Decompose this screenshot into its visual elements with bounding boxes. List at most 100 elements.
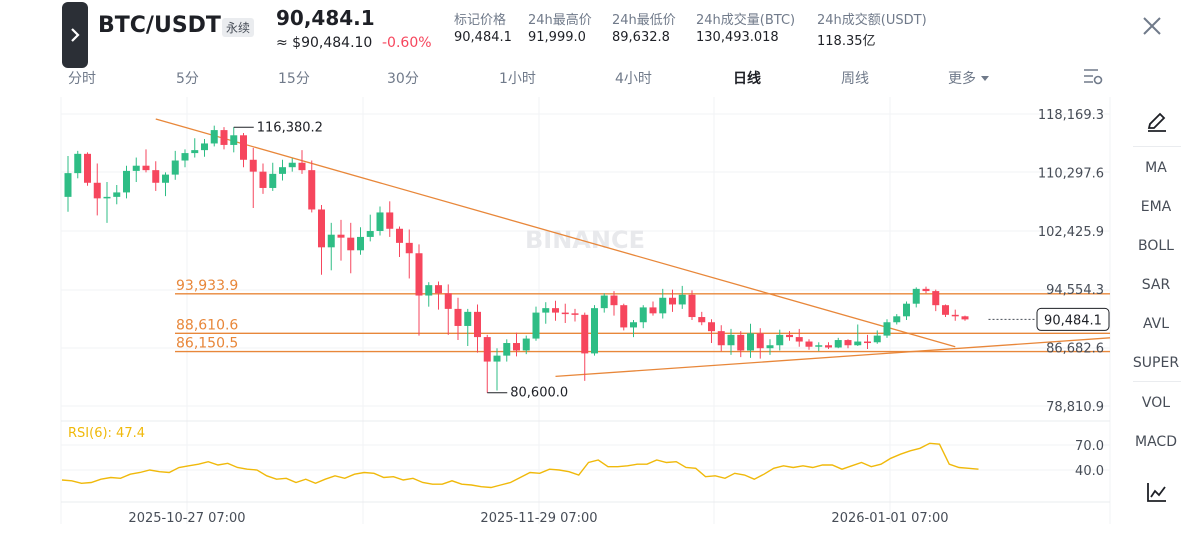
tab-4h[interactable]: 4小时 xyxy=(615,71,652,87)
candle-body xyxy=(249,159,257,172)
candle-body xyxy=(113,192,121,197)
stat-label-turnover: 24h成交额(USDT) xyxy=(817,13,927,28)
candle-body xyxy=(522,338,530,351)
approx-price: ≈ $90,484.10 xyxy=(276,35,373,51)
high-marker-label: 116,380.2 xyxy=(257,120,323,135)
rsi-panel: RSI(6): 47.4 70.0 40.0 xyxy=(61,426,1104,489)
candle-body xyxy=(474,311,481,338)
candle-body xyxy=(815,345,823,347)
indicator-boll[interactable]: BOLL xyxy=(1138,238,1174,254)
level-label: 88,610.6 xyxy=(176,317,238,333)
symbol-title[interactable]: BTC/USDT xyxy=(98,13,221,38)
tab-more-label: 更多 xyxy=(948,71,976,87)
candle-body xyxy=(903,303,910,317)
tab-timeline[interactable]: 分时 xyxy=(68,71,96,87)
candle-body xyxy=(756,333,764,349)
current-price-label: 90,484.1 xyxy=(1044,313,1102,328)
tab-1d[interactable]: 日线 xyxy=(733,71,761,87)
candle-body xyxy=(786,334,793,338)
stat-value-low: 89,632.8 xyxy=(612,30,670,45)
indicator-avl[interactable]: AVL xyxy=(1142,316,1170,332)
candle-body xyxy=(376,212,384,231)
indicator-vol[interactable]: VOL xyxy=(1141,395,1171,411)
candle-body xyxy=(123,170,130,193)
tab-1w[interactable]: 周线 xyxy=(841,71,869,87)
tab-5m[interactable]: 5分 xyxy=(176,71,199,87)
candle-body xyxy=(513,343,520,351)
date-tick-label: 2025-11-29 07:00 xyxy=(480,511,597,526)
tab-30m[interactable]: 30分 xyxy=(387,71,419,87)
candle-body xyxy=(483,337,491,362)
close-button[interactable] xyxy=(1138,12,1166,40)
chevron-right-icon xyxy=(71,28,80,42)
candle-body xyxy=(288,162,296,168)
last-price: 90,484.1 xyxy=(276,6,375,30)
candle-body xyxy=(240,135,247,160)
candle-body xyxy=(678,294,686,305)
candle-body xyxy=(893,316,901,323)
line-chart-icon xyxy=(1147,483,1166,502)
candle-body xyxy=(93,182,101,199)
candle-body xyxy=(308,170,316,210)
back-button[interactable] xyxy=(62,2,88,68)
candle-body xyxy=(639,307,647,323)
toolbar-divider xyxy=(1133,146,1181,147)
chart-type-button[interactable] xyxy=(1146,481,1168,507)
date-tick-label: 2025-10-27 07:00 xyxy=(128,511,245,526)
candle-body xyxy=(162,174,169,183)
candle-body xyxy=(610,295,618,306)
candle-body xyxy=(581,314,589,354)
indicator-sar[interactable]: SAR xyxy=(1141,277,1171,293)
indicator-super[interactable]: SUPER xyxy=(1132,355,1180,371)
candle-body xyxy=(259,171,267,188)
trend-lines xyxy=(155,118,1111,378)
candle-body xyxy=(737,334,745,351)
candle-body xyxy=(912,288,920,304)
candle-body xyxy=(298,162,306,171)
caret-down-icon xyxy=(981,76,990,81)
tab-15m[interactable]: 15分 xyxy=(278,71,310,87)
price-tick-label: 94,554.3 xyxy=(1046,283,1104,298)
candle-body xyxy=(425,285,433,296)
candle-body xyxy=(727,334,735,346)
candle-body xyxy=(386,212,394,229)
tab-more[interactable]: 更多 xyxy=(948,68,990,88)
candle-body xyxy=(951,314,959,317)
candle-body xyxy=(932,291,940,306)
price-tick-label: 78,810.9 xyxy=(1046,400,1104,415)
candle-body xyxy=(132,165,140,171)
candle-body xyxy=(366,230,374,237)
candle-body xyxy=(337,234,345,238)
pencil-icon xyxy=(1147,112,1166,132)
candle-body xyxy=(464,311,472,326)
toolbar-divider xyxy=(1133,381,1181,382)
price-tick-label: 118,169.3 xyxy=(1038,108,1104,123)
candle-body xyxy=(181,153,189,161)
candle-body xyxy=(64,173,72,197)
price-axis: 118,169.3 110,297.6 102,425.9 94,554.3 86,68… xyxy=(988,108,1110,415)
tab-1h[interactable]: 1小时 xyxy=(499,71,536,87)
indicator-ma[interactable]: MA xyxy=(1145,160,1167,176)
current-price-box xyxy=(1036,307,1110,331)
stat-value-high: 91,999.0 xyxy=(528,30,586,45)
candle-body xyxy=(415,253,423,296)
stat-value-volume: 130,493.018 xyxy=(696,30,779,45)
chart-settings-button[interactable] xyxy=(1083,68,1103,90)
candle-body xyxy=(347,237,355,251)
indicator-macd[interactable]: MACD xyxy=(1135,434,1177,450)
price-annotations: 116,380.2 80,600.0 xyxy=(233,120,568,401)
draw-tool-button[interactable] xyxy=(1145,110,1169,138)
resistance-trendline xyxy=(155,118,956,348)
candle-body xyxy=(542,308,550,313)
candle-body xyxy=(318,209,325,248)
candle-body xyxy=(279,167,286,174)
level-label: 86,150.5 xyxy=(176,336,238,352)
candle-body xyxy=(84,153,91,183)
indicator-ema[interactable]: EMA xyxy=(1140,199,1172,215)
candle-body xyxy=(854,341,862,346)
rsi-tick-label: 70.0 xyxy=(1075,439,1104,454)
chart-settings-icon xyxy=(1084,69,1103,85)
candle-body xyxy=(600,295,608,309)
rsi-line xyxy=(61,442,979,489)
